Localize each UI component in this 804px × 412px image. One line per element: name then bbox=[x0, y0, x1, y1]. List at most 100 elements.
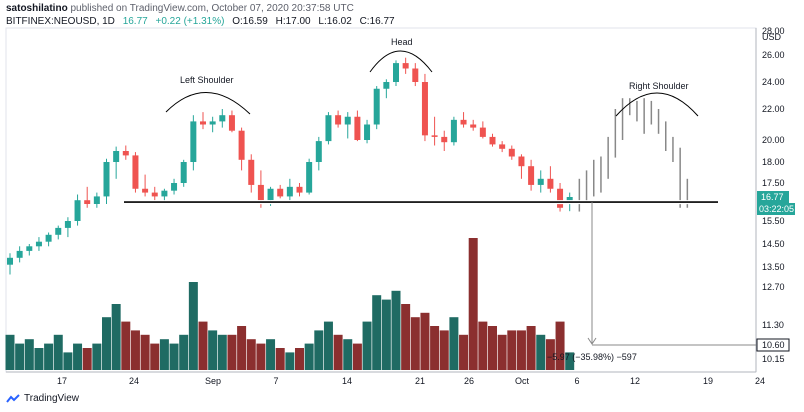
volume-bar bbox=[410, 317, 420, 370]
volume-bar bbox=[333, 334, 343, 370]
candle-body bbox=[479, 127, 486, 137]
price-tick-label: 20.00 bbox=[762, 135, 785, 145]
candle-body bbox=[402, 63, 409, 69]
volume-bar bbox=[555, 321, 565, 370]
time-tick-label: Sep bbox=[205, 376, 221, 386]
candle-body bbox=[64, 221, 71, 228]
head-label: Head bbox=[391, 37, 413, 47]
candle-body bbox=[518, 156, 525, 167]
volume-bar bbox=[536, 334, 546, 370]
candle-body bbox=[286, 186, 293, 197]
candle-body bbox=[209, 121, 216, 125]
price-tick-label: 22.00 bbox=[762, 104, 785, 114]
countdown-label: 03:22:05 bbox=[759, 204, 794, 214]
candle-body bbox=[122, 151, 129, 156]
chart-header-meta: satoshilatino published on TradingView.c… bbox=[6, 3, 354, 14]
last-price-badge bbox=[757, 191, 789, 203]
measure-label: −5.97 (−35.98%) −597 bbox=[547, 352, 637, 362]
volume-bar bbox=[111, 304, 121, 370]
currency-label: USD bbox=[762, 32, 782, 42]
volume-bar bbox=[459, 334, 469, 370]
candle-body bbox=[373, 88, 380, 125]
price-tick-label: 13.50 bbox=[762, 262, 785, 272]
candle-body bbox=[412, 68, 419, 82]
last-price: 16.77 bbox=[122, 16, 148, 27]
time-tick-label: 19 bbox=[703, 376, 713, 386]
candle-body bbox=[306, 162, 313, 193]
volume-bar bbox=[275, 348, 285, 370]
countdown-badge bbox=[757, 203, 795, 215]
candle-body bbox=[383, 82, 390, 89]
price-axis: USD 28.00 26.00 24.00 22.00 20.00 18.00 17.50 1… bbox=[756, 26, 795, 364]
candle-body bbox=[84, 200, 91, 204]
candle-body bbox=[103, 162, 110, 197]
volume-bar bbox=[208, 330, 218, 370]
time-tick-label: 6 bbox=[574, 376, 579, 386]
time-tick-label: 21 bbox=[415, 376, 425, 386]
candle-body bbox=[74, 200, 81, 221]
time-tick-label: 24 bbox=[755, 376, 765, 386]
high-value: H:17.00 bbox=[275, 16, 311, 27]
volume-bar bbox=[352, 343, 362, 370]
volume-bar bbox=[343, 339, 353, 370]
candle-body bbox=[35, 241, 42, 247]
candle-body bbox=[113, 151, 120, 162]
candle-body bbox=[450, 119, 457, 143]
candle-body bbox=[132, 155, 139, 189]
last-price-label: 16.77 bbox=[761, 192, 784, 202]
right-shoulder-arc bbox=[615, 92, 699, 117]
candle-body bbox=[470, 124, 477, 128]
volume-bar bbox=[24, 339, 34, 370]
candle-body bbox=[93, 196, 100, 204]
candle-body bbox=[238, 130, 245, 160]
tradingview-icon bbox=[6, 393, 20, 403]
time-tick-label: 17 bbox=[57, 376, 67, 386]
candle-body bbox=[566, 197, 573, 201]
candle-body bbox=[441, 136, 448, 143]
volume-bar bbox=[391, 290, 401, 370]
candle-body bbox=[16, 250, 23, 258]
candle-body bbox=[315, 141, 322, 162]
volume-bar bbox=[401, 304, 411, 370]
projected-candles bbox=[578, 98, 689, 212]
volume-bar bbox=[285, 352, 295, 370]
volume-bar bbox=[526, 326, 536, 370]
volume-bar bbox=[5, 334, 15, 370]
volume-bar bbox=[507, 330, 517, 370]
published-info: published on TradingView.com, October 07… bbox=[70, 3, 354, 14]
price-tick-label: 17.50 bbox=[762, 178, 785, 188]
left-shoulder-label: Left Shoulder bbox=[180, 75, 234, 85]
volume-bar bbox=[266, 339, 276, 370]
volume-bar bbox=[198, 321, 208, 370]
volume-bar bbox=[468, 238, 478, 370]
candle-body bbox=[537, 178, 544, 185]
volume-bar bbox=[420, 312, 430, 370]
volume-bar bbox=[295, 348, 304, 370]
volume-bar bbox=[381, 299, 391, 370]
volume-bar bbox=[516, 330, 526, 370]
candle-body bbox=[421, 82, 428, 136]
candle-body bbox=[142, 188, 149, 193]
price-tick-label: 24.00 bbox=[762, 77, 785, 87]
candle-body bbox=[151, 192, 158, 197]
candle-body bbox=[344, 116, 351, 125]
time-axis: 17 24 Sep 7 14 21 26 Oct 6 12 19 24 bbox=[57, 376, 765, 386]
candle-body bbox=[296, 186, 303, 193]
price-tick-label: 14.50 bbox=[762, 239, 785, 249]
pattern-annotations: Left Shoulder Head Right Shoulder −5.97 (−3… bbox=[124, 37, 756, 362]
candle-body bbox=[547, 178, 554, 189]
candle-body bbox=[257, 184, 264, 201]
volume-bar bbox=[430, 326, 440, 370]
volume-bar bbox=[150, 343, 160, 370]
candle-body bbox=[557, 188, 564, 208]
candle-body bbox=[393, 63, 399, 82]
candle-body bbox=[180, 162, 187, 183]
candle-body bbox=[508, 148, 515, 157]
volume-bar bbox=[246, 339, 256, 370]
volume-bar bbox=[565, 352, 575, 370]
volume-bar bbox=[102, 317, 111, 370]
price-tick-label: 12.70 bbox=[762, 282, 785, 292]
volume-bar bbox=[140, 334, 150, 370]
price-change: +0.22 (+1.31%) bbox=[155, 16, 225, 27]
